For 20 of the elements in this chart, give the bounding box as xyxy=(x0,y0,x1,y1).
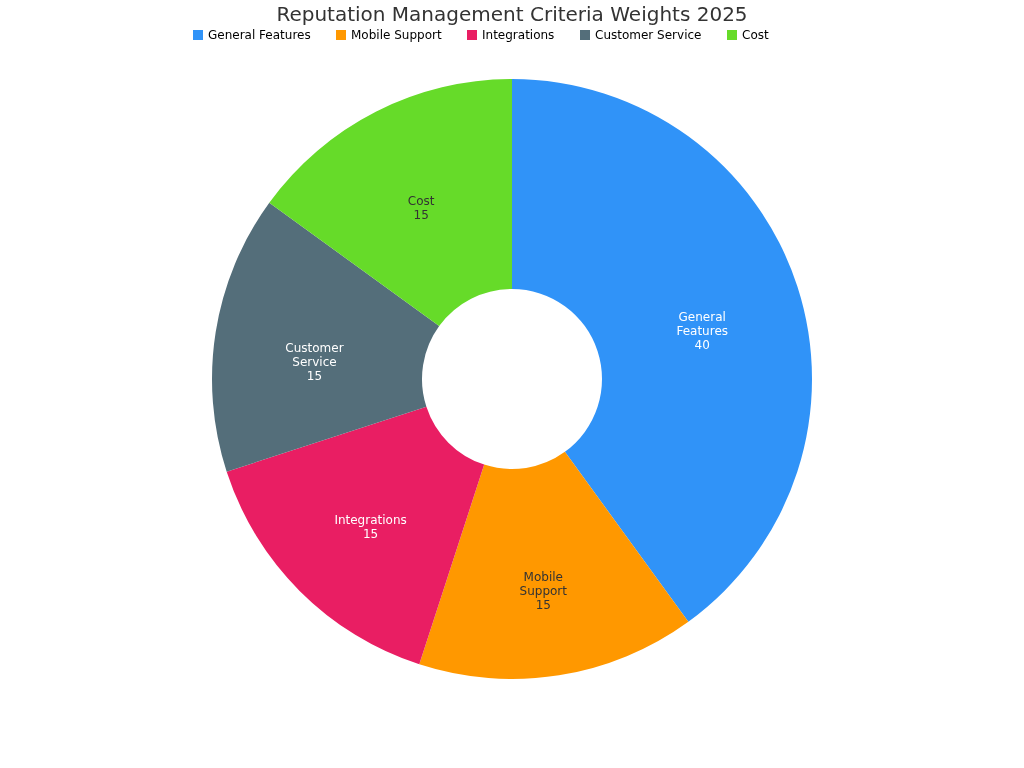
donut-slice xyxy=(269,79,512,327)
chart-title: Reputation Management Criteria Weights 2025 xyxy=(276,2,748,26)
data-label: 15 xyxy=(535,597,551,612)
data-label: 15 xyxy=(413,207,429,222)
legend-label: Cost xyxy=(742,28,769,42)
legend-label: Mobile Support xyxy=(351,28,442,42)
slice-label: Customer Service xyxy=(285,340,344,369)
slice-label: Integrations xyxy=(334,513,407,528)
legend-label: Integrations xyxy=(482,28,555,42)
donut-slice xyxy=(512,79,812,622)
slice-label: Mobile Support xyxy=(519,569,568,598)
legend-label: General Features xyxy=(208,28,311,42)
slice-label: General Features xyxy=(676,310,729,339)
data-label: 15 xyxy=(306,368,323,383)
legend-label: Customer Service xyxy=(595,28,702,42)
donut-slice xyxy=(226,406,485,665)
data-label: 40 xyxy=(694,338,710,353)
slice-label: Cost xyxy=(407,193,435,208)
data-label: 15 xyxy=(362,527,379,542)
donut-slice xyxy=(419,451,689,679)
